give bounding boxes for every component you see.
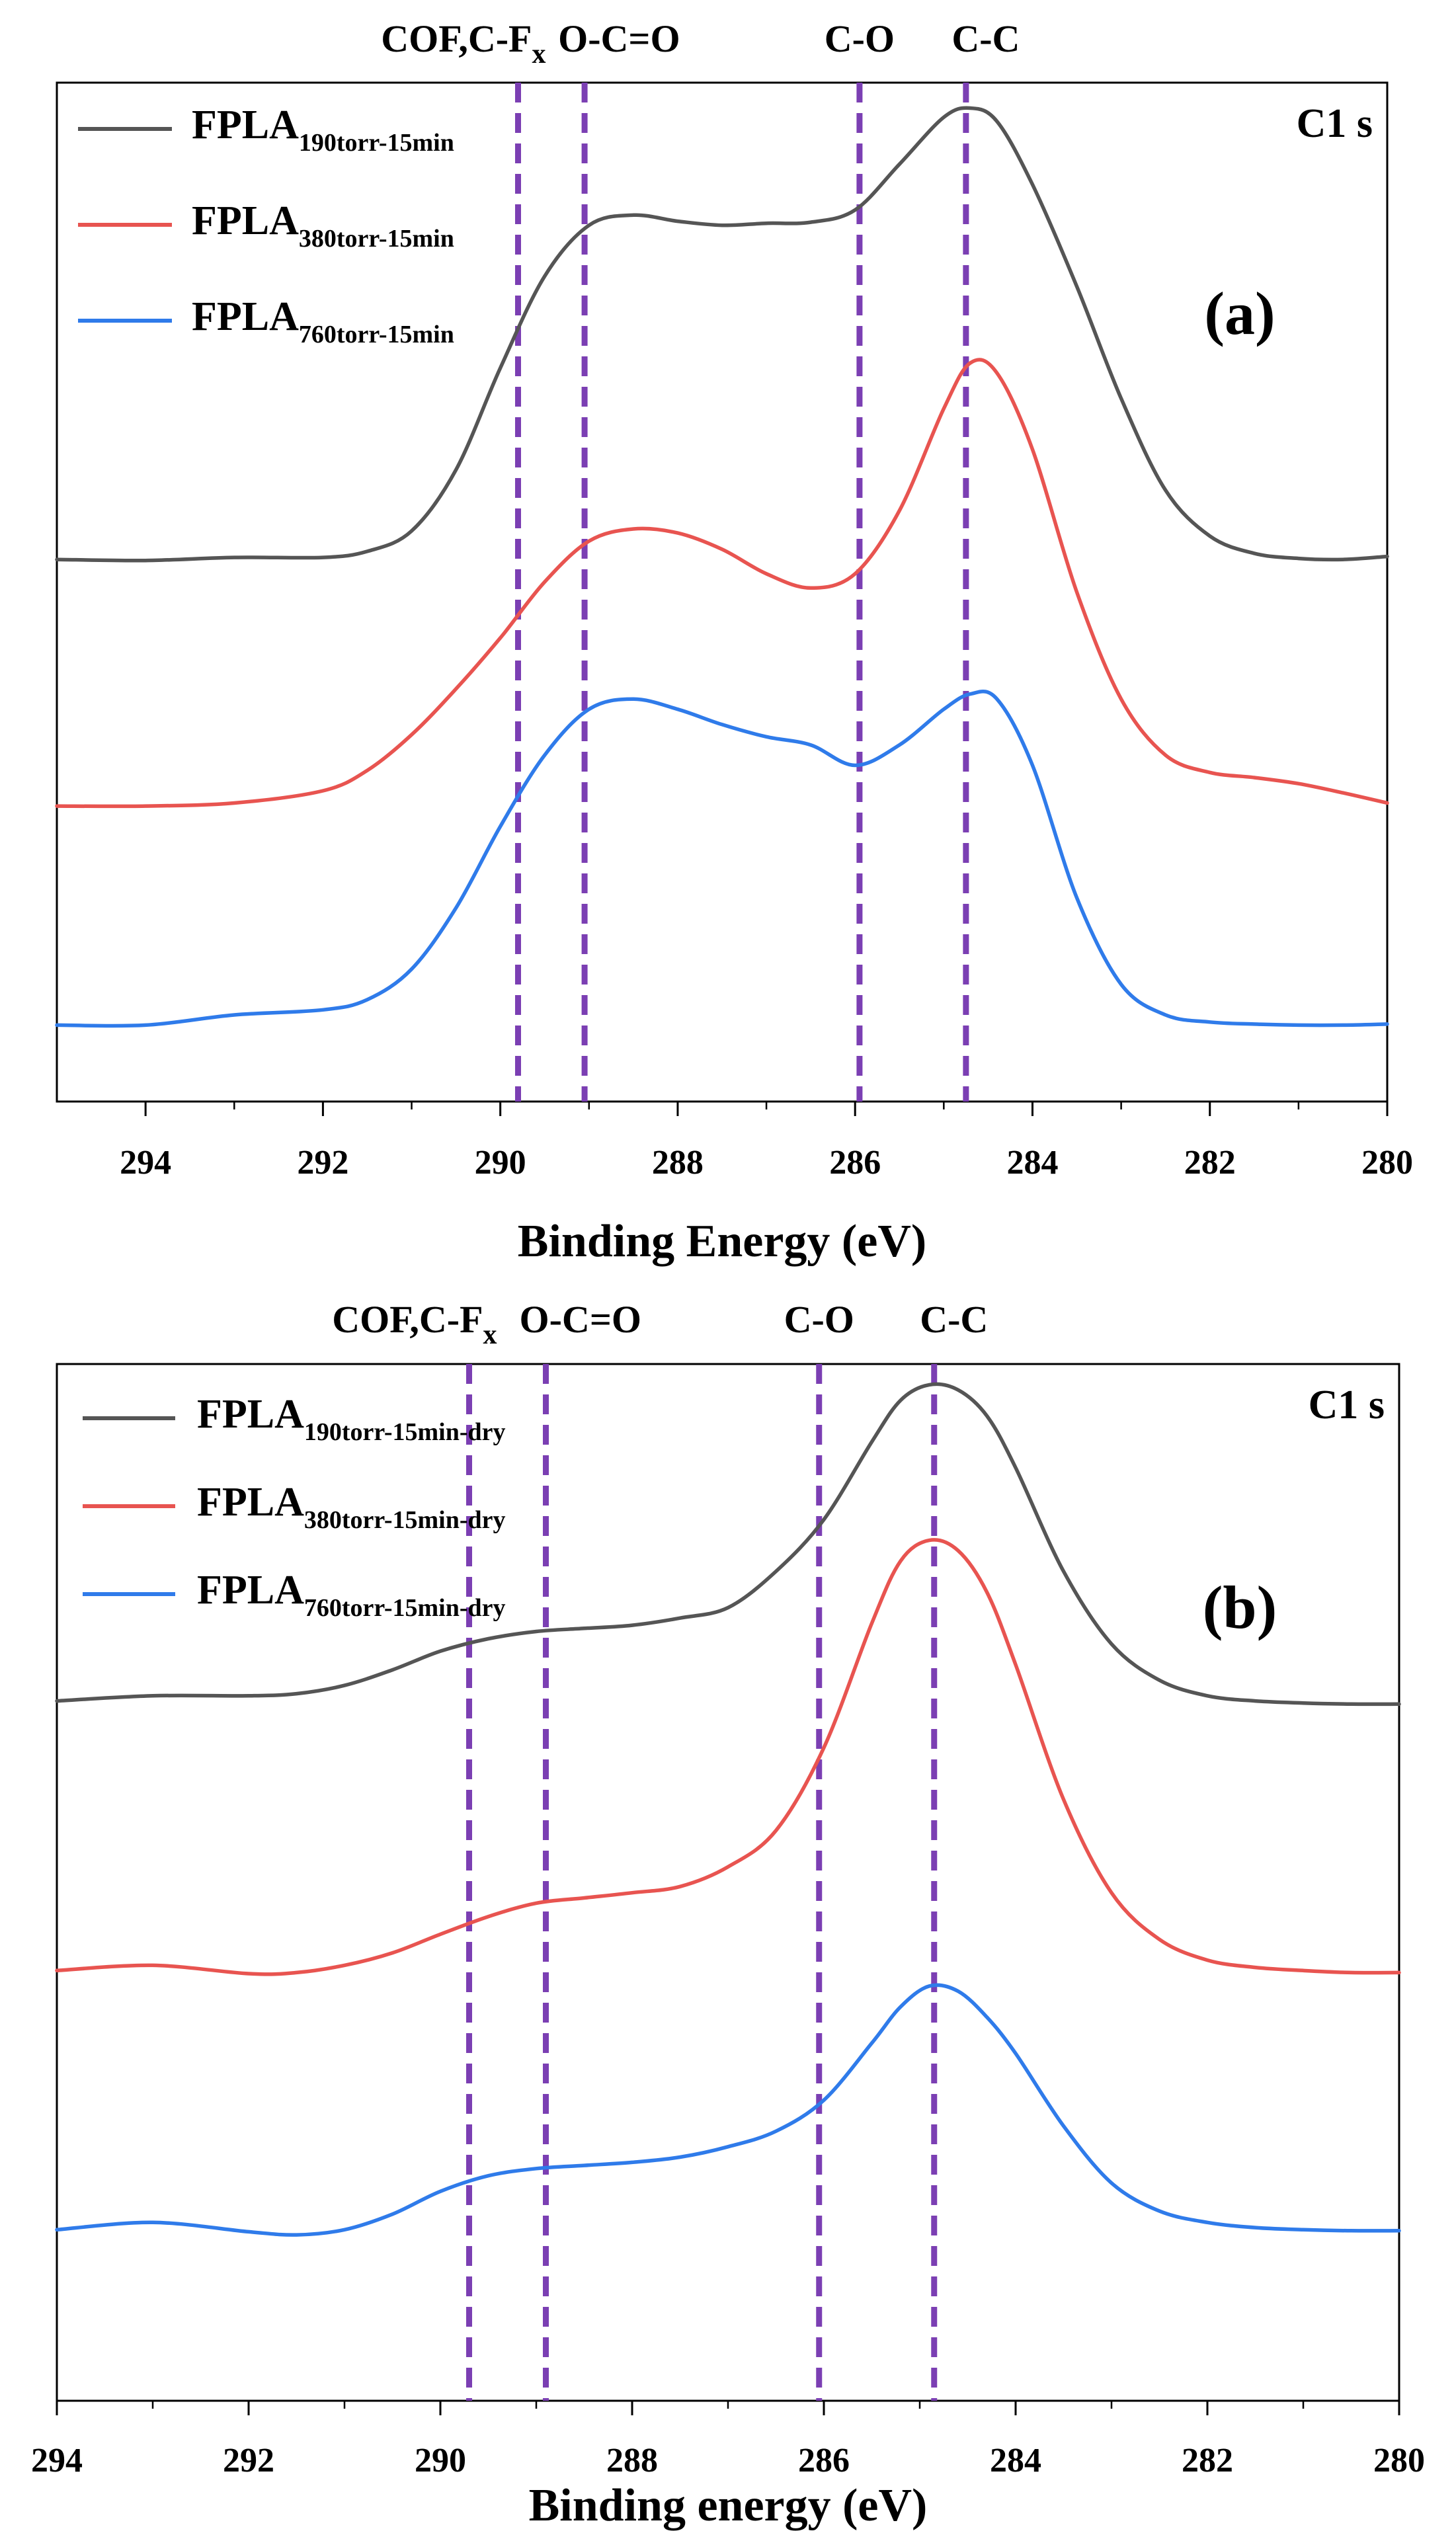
- x-tick-label: 290: [415, 2442, 466, 2479]
- x-tick-label: 286: [829, 1144, 881, 1182]
- reference-label-ococ: O-C=O: [520, 1298, 641, 1341]
- x-axis-label: Binding Energy (eV): [518, 1216, 926, 1267]
- series-line: [55, 1983, 1401, 2237]
- x-tick-label: 282: [1184, 1144, 1236, 1182]
- panel-b: 294 292 290 288 286 284 282 280 Binding energy (…: [31, 1298, 1425, 2531]
- x-tick-label: 288: [606, 2442, 658, 2479]
- x-tick-label: 284: [990, 2442, 1041, 2479]
- series-line: [55, 1538, 1401, 1976]
- x-tick-label: 292: [297, 1144, 348, 1182]
- x-tick-label: 280: [1361, 1144, 1413, 1182]
- element-label: C1 s: [1297, 101, 1373, 146]
- legend-entry: FPLA760torr-15min: [192, 294, 454, 348]
- series-line: [55, 106, 1389, 563]
- element-label: C1 s: [1309, 1383, 1385, 1427]
- x-tick-label: 294: [120, 1144, 171, 1182]
- x-tick-label: 290: [475, 1144, 526, 1182]
- x-tick-label: 280: [1373, 2442, 1425, 2479]
- x-tick-label: 294: [31, 2442, 83, 2479]
- series-line: [55, 358, 1389, 809]
- reference-label-ococ: O-C=O: [558, 17, 680, 60]
- panel-label: (a): [1204, 280, 1275, 347]
- reference-label-cc: C-C: [951, 17, 1020, 60]
- x-axis-label: Binding energy (eV): [529, 2480, 928, 2531]
- reference-label-co: C-O: [825, 17, 895, 60]
- x-tick-label: 292: [223, 2442, 274, 2479]
- x-tick-label: 288: [652, 1144, 704, 1182]
- x-tick-label: 282: [1182, 2442, 1233, 2479]
- x-tick-label: 286: [798, 2442, 850, 2479]
- plot-frame: [56, 81, 1389, 1103]
- series-line: [55, 689, 1389, 1028]
- reference-label-co: C-O: [784, 1298, 854, 1341]
- panel-label: (b): [1203, 1574, 1277, 1641]
- series-line: [55, 1382, 1401, 1707]
- reference-label-cc: C-C: [920, 1298, 988, 1341]
- x-tick-label: 284: [1006, 1144, 1058, 1182]
